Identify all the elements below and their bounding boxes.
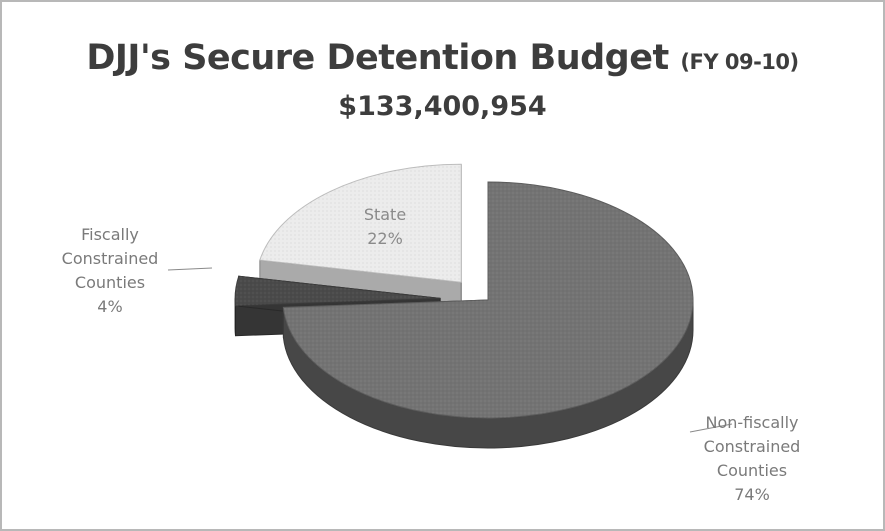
slice-percent-label: 22% <box>367 229 403 248</box>
slice-label-non-fiscally-constrained-counties: Non-fiscally Constrained Counties 74% <box>689 413 801 504</box>
pie-slices <box>234 163 694 449</box>
slice-percent-label: 74% <box>734 485 770 504</box>
label-leader-line <box>167 267 213 271</box>
slice-label-state: State 22% <box>364 205 406 248</box>
pie-slice-texture <box>283 182 693 418</box>
slice-name-label: Counties <box>717 461 787 480</box>
chart-title: DJJ's Secure Detention Budget (FY 09-10) <box>0 38 885 78</box>
slice-name-label: Constrained <box>62 249 159 268</box>
chart-title-suffix: (FY 09-10) <box>680 50 799 74</box>
slice-name-label: Counties <box>75 273 145 292</box>
pie-slice-texture <box>235 276 441 306</box>
pie-slice-texture <box>259 164 462 283</box>
slice-name-label: Constrained <box>704 437 801 456</box>
chart-title-main: DJJ's Secure Detention Budget <box>86 38 669 78</box>
slice-name-label: Non-fiscally <box>705 413 798 432</box>
slice-labels: Non-fiscally Constrained Counties 74% Fiscal… <box>62 205 801 504</box>
pie-slice-state <box>259 163 462 313</box>
label-leader-line <box>689 423 733 433</box>
pie-slice-non-fiscally-constrained-counties <box>282 181 694 449</box>
slice-label-fiscally-constrained-counties: Fiscally Constrained Counties 4% <box>62 225 213 316</box>
slice-name-label: Fiscally <box>81 225 139 244</box>
chart-subtitle: $133,400,954 <box>338 91 547 122</box>
slice-percent-label: 4% <box>97 297 122 316</box>
slice-name-label: State <box>364 205 406 224</box>
